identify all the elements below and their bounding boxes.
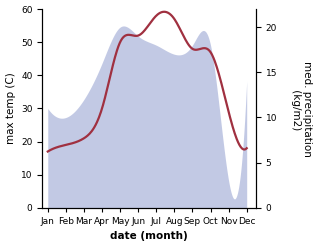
Y-axis label: max temp (C): max temp (C)	[5, 73, 16, 144]
X-axis label: date (month): date (month)	[110, 231, 188, 242]
Y-axis label: med. precipitation
 (kg/m2): med. precipitation (kg/m2)	[291, 61, 313, 156]
